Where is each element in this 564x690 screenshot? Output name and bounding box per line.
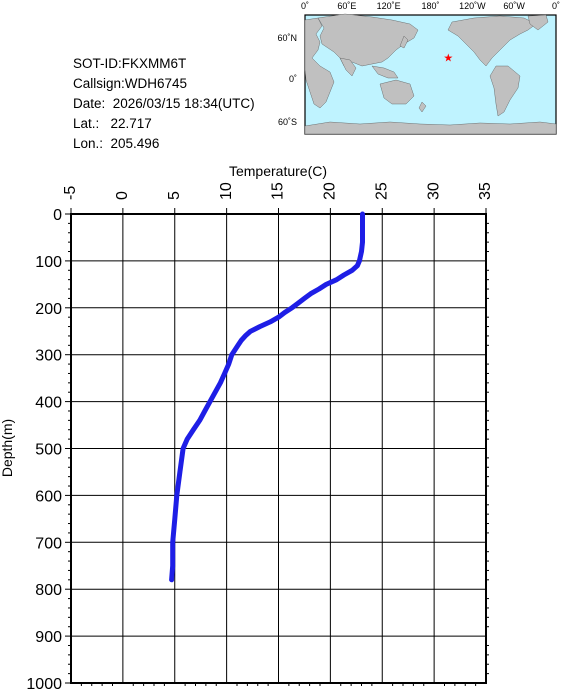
- y-tick-label: 1000: [26, 676, 62, 690]
- map-landmasses: [304, 13, 557, 135]
- map-lon-label: 180˚: [421, 1, 439, 11]
- land-asia: [317, 13, 419, 67]
- lat-text: Lat.: 22.717: [73, 116, 152, 131]
- y-tick-label: 400: [35, 395, 62, 412]
- map-lon-label: 60˚W: [503, 1, 525, 11]
- map-lat-label: 0˚: [289, 74, 297, 84]
- land-south-america: [489, 65, 521, 117]
- y-tick-label: 200: [35, 301, 62, 318]
- x-tick-label: 25: [373, 182, 390, 200]
- map-lon-label: 120˚W: [459, 1, 486, 11]
- callsign-text: Callsign:WDH6745: [73, 76, 188, 91]
- y-axis-title: Depth(m): [0, 419, 15, 477]
- x-tick-label: 30: [425, 182, 442, 200]
- land-greenland: [527, 14, 549, 31]
- map-lat-label: 60˚S: [278, 117, 297, 127]
- map-lat-label: 60˚N: [277, 33, 297, 43]
- land-africa-europe: [304, 17, 335, 109]
- land-india: [339, 57, 357, 77]
- y-tick-label: 500: [35, 442, 62, 459]
- temperature-profile-line: [169, 211, 365, 583]
- land-new-zealand: [418, 101, 427, 113]
- map-lon-label: 0˚: [301, 1, 309, 11]
- y-tick-label: 900: [35, 629, 62, 646]
- x-tick-label: 15: [270, 182, 287, 200]
- y-tick-label: 0: [53, 207, 62, 224]
- x-tick-label: 0: [114, 191, 131, 200]
- land-australia: [379, 79, 415, 105]
- y-tick-label: 700: [35, 535, 62, 552]
- date-text: Date: 2026/03/15 18:34(UTC): [73, 96, 255, 111]
- y-tick-label: 300: [35, 348, 62, 365]
- x-tick-label: 20: [322, 182, 339, 200]
- x-axis-title: Temperature(C): [229, 163, 327, 179]
- map-lon-label: 0˚: [552, 1, 560, 11]
- map-lon-label: 120˚E: [377, 1, 401, 11]
- map-lon-label: 60˚E: [337, 1, 356, 11]
- sot-id-text: SOT-ID:FKXMM6T: [73, 56, 187, 71]
- x-tick-label: 10: [218, 182, 235, 200]
- y-tick-label: 600: [35, 488, 62, 505]
- land-se-asia: [371, 65, 399, 79]
- x-tick-label: 35: [477, 182, 494, 200]
- y-tick-label: 800: [35, 582, 62, 599]
- y-tick-label: 100: [35, 254, 62, 271]
- lon-text: Lon.: 205.496: [73, 136, 160, 151]
- location-map: ★ 0˚ 60˚E 120˚E 180˚ 120˚W 60˚W 0˚ 60˚N 0˚ 60˚S: [277, 1, 560, 135]
- x-tick-label: -5: [62, 186, 79, 200]
- x-tick-label: 5: [166, 191, 183, 200]
- float-location-marker: ★: [443, 53, 453, 65]
- land-north-america: [447, 15, 537, 67]
- land-japan: [399, 35, 409, 49]
- land-antarctica: [304, 121, 557, 135]
